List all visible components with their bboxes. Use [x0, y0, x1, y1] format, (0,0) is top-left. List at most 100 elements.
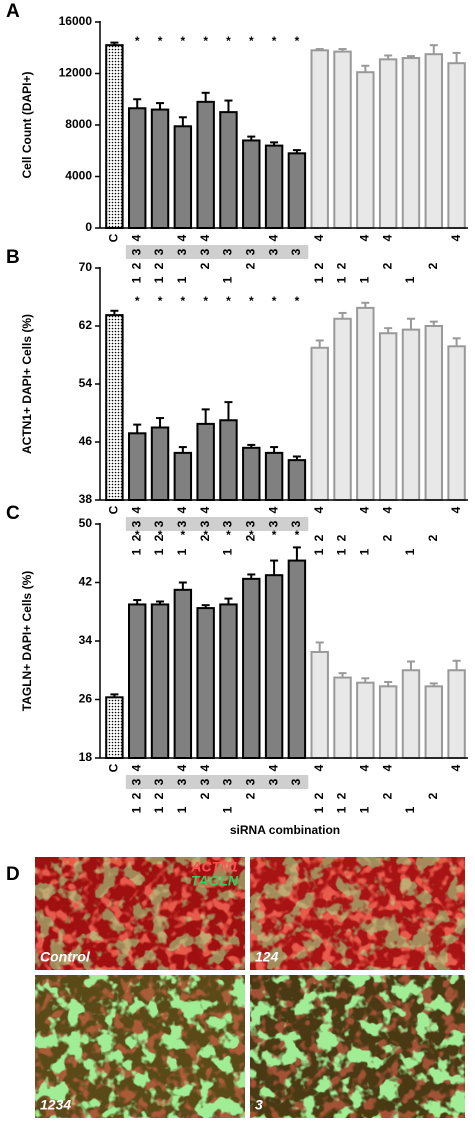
image-label: 3 — [255, 1097, 263, 1113]
x-tick-label: 2 — [198, 534, 212, 541]
x-tick-label: 2 — [129, 792, 143, 799]
x-tick-label: 1 — [358, 548, 372, 555]
significance-marker: * — [249, 528, 254, 542]
category-band — [125, 245, 309, 259]
x-tick-label: 3 — [129, 778, 143, 785]
bar — [310, 346, 329, 501]
y-tick-label: 62 — [79, 318, 93, 332]
significance-marker: * — [226, 34, 231, 48]
x-tick-label: C — [107, 763, 121, 772]
y-tick-label: 4000 — [65, 169, 92, 183]
x-tick-label: 1 — [221, 806, 235, 813]
y-axis-label: Cell Count (DAPI+) — [20, 71, 34, 178]
x-tick-label: 2 — [335, 792, 349, 799]
category-band — [125, 775, 309, 789]
x-tick-label: 4 — [175, 506, 189, 513]
significance-marker: * — [272, 34, 277, 48]
x-tick-label: 2 — [152, 792, 166, 799]
x-tick-label: 4 — [358, 764, 372, 771]
bar — [242, 577, 261, 759]
x-tick-label: 2 — [335, 534, 349, 541]
bar — [105, 314, 124, 501]
x-tick-label: 3 — [198, 778, 212, 785]
y-axis-label: TAGLN+ DAPI+ Cells (%) — [20, 571, 34, 711]
x-tick-label: 3 — [289, 248, 303, 255]
x-tick-label: 1 — [129, 548, 143, 555]
x-tick-label: 1 — [335, 548, 349, 555]
bar — [242, 446, 261, 501]
bar — [128, 107, 147, 229]
x-tick-label: 2 — [335, 262, 349, 269]
significance-marker: * — [226, 528, 231, 542]
x-tick-label: 1 — [129, 806, 143, 813]
x-tick-label: 3 — [221, 520, 235, 527]
significance-marker: * — [203, 294, 208, 308]
y-axis-label: ACTN1+ DAPI+ Cells (%) — [20, 314, 34, 454]
bar — [150, 108, 170, 229]
image-label: Control — [40, 949, 91, 965]
x-tick-label: 1 — [358, 276, 372, 283]
x-tick-label: 4 — [198, 764, 212, 771]
micrograph-green — [35, 857, 245, 970]
bar — [356, 71, 375, 230]
x-tick-label: 2 — [312, 792, 326, 799]
bar — [447, 62, 466, 230]
significance-marker: * — [203, 34, 208, 48]
bar — [219, 111, 238, 229]
y-tick-label: 42 — [79, 575, 93, 589]
x-tick-label: 2 — [380, 262, 394, 269]
x-tick-label: 3 — [266, 248, 280, 255]
bar — [264, 574, 284, 759]
bar — [196, 607, 215, 759]
x-tick-label: 1 — [129, 276, 143, 283]
significance-marker: * — [181, 34, 186, 48]
x-tick-label: 1 — [175, 548, 189, 555]
x-tick-label: 4 — [198, 506, 212, 513]
y-tick-label: 54 — [79, 376, 93, 390]
bar — [173, 451, 193, 501]
x-tick-label: 4 — [129, 506, 143, 513]
bar — [424, 53, 443, 229]
legend-label: TAGLN — [191, 873, 239, 889]
bar — [105, 44, 124, 229]
bar — [196, 422, 215, 501]
x-tick-label: 1 — [335, 276, 349, 283]
bar — [150, 603, 170, 759]
bar — [287, 459, 307, 501]
panel-label: B — [6, 247, 20, 268]
bar — [378, 58, 398, 230]
y-tick-label: 70 — [79, 260, 93, 274]
x-tick-label: 1 — [152, 548, 166, 555]
x-tick-label: 4 — [449, 764, 463, 771]
category-band — [125, 517, 309, 531]
x-tick-label: 1 — [221, 548, 235, 555]
significance-marker: * — [226, 294, 231, 308]
x-tick-label: 2 — [129, 262, 143, 269]
bar — [219, 419, 238, 501]
y-tick-label: 18 — [79, 750, 93, 764]
x-tick-label: 2 — [380, 792, 394, 799]
x-tick-label: 4 — [380, 764, 394, 771]
x-tick-label: 4 — [266, 764, 280, 771]
x-tick-label: 2 — [312, 534, 326, 541]
legend-label: ACTN1 — [190, 859, 238, 875]
x-tick-label: 2 — [380, 534, 394, 541]
x-tick-label: 4 — [129, 764, 143, 771]
significance-marker: * — [181, 294, 186, 308]
x-tick-label: 3 — [175, 778, 189, 785]
significance-marker: * — [295, 294, 300, 308]
x-tick-label: 3 — [289, 778, 303, 785]
bar — [128, 432, 147, 501]
x-tick-label: 1 — [312, 276, 326, 283]
significance-marker: * — [158, 34, 163, 48]
x-tick-label: 4 — [175, 234, 189, 241]
bar — [287, 559, 307, 759]
x-tick-label: 4 — [175, 764, 189, 771]
bar — [196, 100, 215, 229]
bar — [128, 603, 147, 759]
significance-marker: * — [135, 294, 140, 308]
x-tick-label: 3 — [221, 778, 235, 785]
x-tick-label: 3 — [129, 520, 143, 527]
x-tick-label: 2 — [152, 534, 166, 541]
